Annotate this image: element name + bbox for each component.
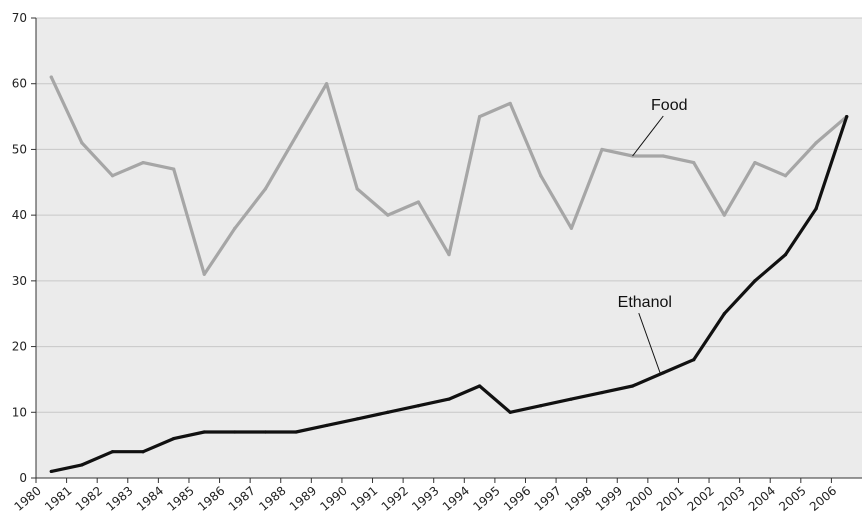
- ethanol-data-point: [447, 397, 451, 401]
- food-data-point: [355, 187, 359, 191]
- x-tick-label-1980: 1980: [12, 484, 44, 514]
- y-tick-label-10: 10: [12, 405, 27, 419]
- ethanol-data-point: [508, 410, 512, 414]
- ethanol-data-point: [692, 358, 696, 362]
- food-data-point: [814, 141, 818, 145]
- y-tick-label-50: 50: [12, 142, 27, 156]
- x-tick-label-1990: 1990: [317, 484, 349, 514]
- ethanol-data-point: [49, 469, 53, 474]
- ethanol-data-point: [569, 397, 573, 401]
- x-tick-label-2001: 2001: [654, 484, 686, 514]
- x-tick-label-1987: 1987: [226, 484, 258, 514]
- food-data-point: [539, 174, 543, 178]
- food-data-point: [783, 174, 788, 178]
- food-data-point: [80, 141, 84, 145]
- series-lines: [49, 75, 849, 474]
- ethanol-data-point: [845, 114, 849, 119]
- ethanol-data-point: [294, 430, 298, 434]
- food-data-point: [416, 200, 421, 204]
- x-tick-label-1992: 1992: [379, 484, 411, 514]
- x-tick-label-1984: 1984: [134, 484, 166, 514]
- x-tick-label-1996: 1996: [501, 484, 533, 514]
- ethanol-data-point: [141, 450, 145, 454]
- ethanol-data-point: [172, 436, 176, 441]
- food-data-point: [722, 213, 726, 217]
- ethanol-data-point: [386, 410, 390, 414]
- ethanol-data-point: [110, 450, 115, 454]
- x-tick-label-2002: 2002: [685, 484, 717, 514]
- food-data-point: [753, 160, 757, 165]
- ethanol-data-point: [630, 384, 635, 388]
- ethanol-data-point: [263, 430, 268, 434]
- ethanol-data-point: [783, 252, 788, 257]
- y-tick-label-0: 0: [19, 471, 27, 485]
- food-data-point: [263, 187, 268, 191]
- food-data-point: [386, 213, 390, 217]
- x-tick-label-1983: 1983: [103, 484, 135, 514]
- food-series-label: Food: [651, 97, 687, 114]
- food-data-point: [325, 82, 329, 86]
- axes: [35, 18, 862, 479]
- x-tick-label-2005: 2005: [776, 484, 808, 514]
- x-tick-label-1997: 1997: [532, 484, 564, 514]
- x-tick-label-1981: 1981: [42, 484, 74, 514]
- ethanol-data-point: [814, 206, 818, 211]
- ethanol-data-point: [325, 423, 329, 428]
- ethanol-data-point: [661, 371, 665, 375]
- food-data-point: [661, 154, 665, 158]
- ethanol-data-point: [753, 279, 757, 283]
- food-data-point: [110, 174, 115, 178]
- ethanol-data-point: [233, 430, 237, 434]
- x-tick-label-1998: 1998: [562, 484, 594, 514]
- ethanol-data-point: [416, 404, 421, 408]
- x-tick-label-2003: 2003: [715, 484, 747, 514]
- food-data-point: [49, 75, 53, 79]
- y-tick-label-20: 20: [12, 340, 27, 354]
- y-tick-label-40: 40: [12, 208, 27, 222]
- x-axis-ticks: 1980198119821983198419851986198719881989…: [12, 478, 839, 514]
- food-data-point: [233, 226, 237, 230]
- food-data-point: [447, 252, 451, 257]
- ethanol-data-point: [600, 390, 604, 395]
- ethanol-series-label: Ethanol: [618, 294, 672, 311]
- ethanol-data-point: [477, 384, 482, 388]
- food-data-point: [508, 101, 512, 106]
- x-tick-label-1982: 1982: [73, 484, 105, 514]
- food-data-point: [569, 226, 573, 230]
- x-tick-label-1989: 1989: [287, 484, 319, 514]
- food-data-point: [600, 147, 604, 152]
- x-tick-label-2004: 2004: [746, 484, 778, 514]
- x-tick-label-1993: 1993: [409, 484, 441, 514]
- food-data-point: [172, 167, 176, 171]
- y-axis-ticks: 0 10 20 30 40 50 60 70: [12, 11, 36, 485]
- x-tick-label-2006: 2006: [807, 484, 839, 514]
- ethanol-data-point: [722, 312, 726, 316]
- y-tick-label-60: 60: [12, 77, 27, 91]
- x-tick-label-1991: 1991: [348, 484, 380, 514]
- y-tick-label-30: 30: [12, 274, 27, 288]
- x-tick-label-1985: 1985: [164, 484, 196, 514]
- x-tick-label-2000: 2000: [623, 484, 655, 514]
- food-data-point: [294, 134, 298, 138]
- x-tick-label-1988: 1988: [256, 484, 288, 514]
- x-tick-label-1995: 1995: [470, 484, 502, 514]
- ethanol-annotation-leader: [638, 312, 661, 374]
- food-data-point: [692, 160, 696, 165]
- x-tick-label-1994: 1994: [440, 484, 472, 514]
- x-tick-label-1999: 1999: [593, 484, 625, 514]
- ethanol-data-point: [202, 430, 206, 434]
- x-tick-label-1986: 1986: [195, 484, 227, 514]
- y-tick-label-70: 70: [12, 11, 27, 25]
- ethanol-data-point: [80, 463, 84, 467]
- gridlines: [36, 17, 862, 413]
- food-data-point: [477, 114, 482, 119]
- ethanol-data-point: [355, 417, 359, 421]
- food-annotation-leader: [632, 115, 664, 157]
- food-data-point: [202, 272, 206, 276]
- food-data-point: [141, 160, 145, 165]
- ethanol-data-point: [539, 404, 543, 408]
- annotations: Food Ethanol: [618, 97, 688, 374]
